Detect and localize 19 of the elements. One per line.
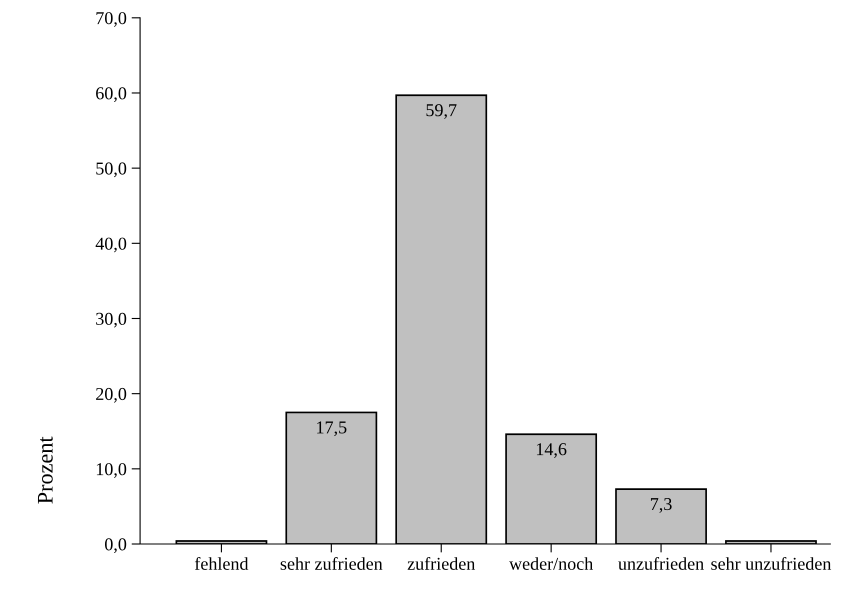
x-tick-label: unzufrieden	[618, 557, 704, 570]
y-tick-label: 50,0	[96, 162, 126, 178]
y-tick-label: 40,0	[96, 238, 126, 252]
y-axis-title: Prozent	[38, 436, 53, 504]
data-label: 59,7	[426, 104, 457, 119]
y-tick-label: 30,0	[96, 312, 126, 328]
data-label: 17,5	[317, 421, 346, 436]
y-tick-label: 60,0	[96, 87, 126, 102]
data-label: 7,3	[650, 498, 672, 513]
y-tick-label: 10,0	[96, 463, 126, 478]
data-label: 14,6	[536, 443, 566, 458]
x-tick-label: weder/noch	[509, 557, 594, 570]
x-tick-label: fehlend	[194, 557, 248, 570]
y-tick-label: 70,0	[96, 12, 126, 27]
x-tick-label: sehr unzufrieden	[711, 557, 832, 570]
x-tick-label: sehr zufrieden	[280, 557, 382, 570]
y-tick-label: 20,0	[96, 388, 126, 403]
x-tick-label: zufrieden	[408, 557, 476, 570]
y-tick-label: 0,0	[105, 538, 126, 554]
